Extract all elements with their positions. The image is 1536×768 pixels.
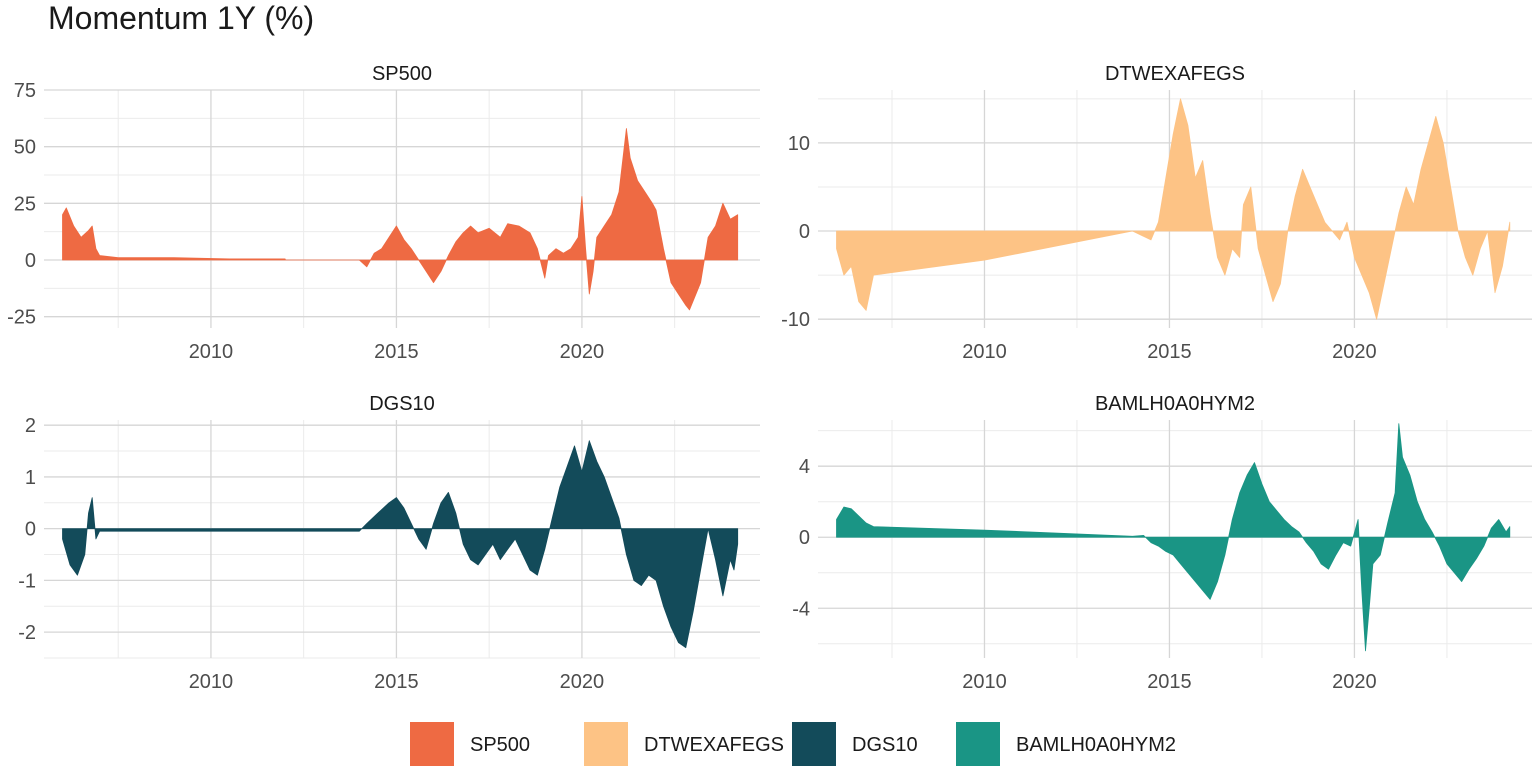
y-tick-label: 2: [25, 415, 36, 437]
legend-label-sp500: SP500: [470, 734, 531, 756]
panel-title-bamlh0a0hym2: BAMLH0A0HYM2: [1095, 393, 1255, 415]
legend: SP500 DTWEXAFEGS DGS10 BAMLH0A0HYM2: [0, 722, 1536, 768]
y-tick-label: 50: [14, 137, 36, 159]
legend-swatch-dtwexafegs: [584, 722, 628, 766]
x-tick-label: 2015: [374, 341, 419, 363]
y-tick-label: 0: [799, 221, 810, 243]
x-tick-label: 2020: [1332, 671, 1377, 693]
x-tick-label: 2020: [1332, 341, 1377, 363]
panel-bamlh0a0hym2: 2010 2015 2020 -4 0 4 BAMLH0A0HYM2: [792, 393, 1532, 693]
y-tick-label: 1: [25, 467, 36, 489]
legend-label-dtwexafegs: DTWEXAFEGS: [644, 734, 785, 756]
y-tick-label: -2: [18, 622, 36, 644]
panel-sp500: 2010 2015 2020 -25 0 25 50 75 SP500: [7, 63, 760, 363]
panel-title-sp500: SP500: [372, 63, 432, 85]
x-tick-label: 2010: [189, 341, 234, 363]
legend-swatch-dgs10: [792, 722, 836, 766]
legend-label-bamlh0a0hym2: BAMLH0A0HYM2: [1016, 734, 1177, 756]
x-tick-label: 2010: [189, 671, 234, 693]
y-tick-label: 0: [25, 250, 36, 272]
area-series-dtwexafegs: [836, 98, 1511, 320]
y-tick-label: 10: [788, 133, 810, 155]
x-tick-label: 2020: [560, 671, 605, 693]
panel-dgs10: 2010 2015 2020 -2 -1 0 1 2 DGS10: [18, 393, 760, 693]
x-tick-label: 2015: [374, 671, 419, 693]
y-tick-label: -25: [7, 307, 36, 329]
x-tick-label: 2015: [1147, 671, 1192, 693]
area-series-bamlh0a0hym2: [836, 423, 1511, 652]
area-series-sp500: [62, 128, 739, 311]
x-tick-label: 2020: [560, 341, 605, 363]
x-tick-label: 2015: [1147, 341, 1192, 363]
y-tick-label: 75: [14, 80, 36, 102]
legend-label-dgs10: DGS10: [852, 734, 918, 756]
y-tick-label: 0: [799, 527, 810, 549]
x-tick-label: 2010: [962, 671, 1007, 693]
panel-dtwexafegs: 2010 2015 2020 -10 0 10 DTWEXAFEGS: [781, 63, 1532, 363]
legend-swatch-bamlh0a0hym2: [956, 722, 1000, 766]
y-tick-label: -4: [792, 598, 810, 620]
legend-swatch-sp500: [410, 722, 454, 766]
area-series-dgs10: [62, 440, 739, 649]
x-tick-label: 2010: [962, 341, 1007, 363]
y-tick-label: -10: [781, 309, 810, 331]
y-tick-label: 0: [25, 519, 36, 541]
panel-title-dgs10: DGS10: [369, 393, 435, 415]
y-tick-label: 4: [799, 456, 810, 478]
y-tick-label: 25: [14, 193, 36, 215]
y-tick-label: -1: [18, 570, 36, 592]
panel-title-dtwexafegs: DTWEXAFEGS: [1105, 63, 1245, 85]
chart-title: Momentum 1Y (%): [48, 0, 315, 36]
